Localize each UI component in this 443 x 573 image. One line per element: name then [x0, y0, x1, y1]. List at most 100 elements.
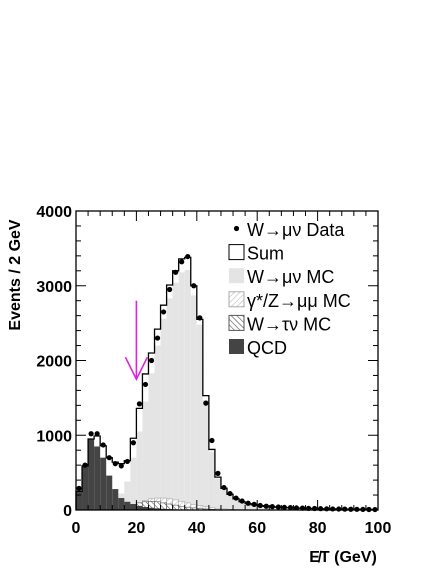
data-point — [287, 505, 294, 511]
data-point — [263, 503, 269, 509]
data-point — [354, 506, 360, 512]
y-tick-label: 3000 — [36, 279, 72, 296]
data-point — [142, 381, 149, 388]
data-point — [348, 506, 354, 512]
data-point — [342, 506, 348, 512]
qcd-bar — [94, 446, 101, 510]
data-point — [124, 458, 130, 465]
y-tick-label: 1000 — [36, 428, 72, 445]
data-point — [251, 501, 257, 507]
cut-arrow-head — [124, 356, 149, 381]
qcd-bar — [88, 438, 95, 510]
wmunu-mc-bar — [239, 502, 246, 510]
wmunu-mc-bar — [184, 270, 191, 510]
data-point — [245, 500, 251, 506]
y-tick-label: 4000 — [36, 204, 72, 221]
x-tick-label: 0 — [72, 520, 81, 537]
y-tick-label: 2000 — [36, 354, 72, 371]
data-point — [100, 442, 106, 448]
qcd-bar — [118, 498, 125, 510]
wmunu-mc-bar — [245, 504, 252, 510]
qcd-bar — [130, 504, 137, 510]
data-point — [233, 495, 239, 501]
x-tick-label: 80 — [309, 520, 327, 537]
legend-label: Sum — [247, 244, 284, 264]
data-point — [269, 504, 275, 510]
wtaunu-mc-bar — [172, 504, 179, 511]
data-point — [88, 431, 94, 437]
data-point — [197, 315, 203, 321]
data-point — [160, 309, 167, 315]
x-tick-label: 100 — [365, 520, 392, 537]
data-point — [203, 400, 209, 406]
wmunu-mc-bar — [136, 431, 143, 510]
qcd-bar — [82, 465, 89, 510]
data-point — [148, 357, 155, 364]
wmunu-mc-bar — [227, 495, 234, 510]
wmunu-mc-bar — [148, 373, 155, 510]
data-point — [227, 490, 233, 497]
qcd-bar — [76, 491, 83, 510]
legend-symbol — [228, 291, 245, 308]
legend-label: W→μν MC — [247, 267, 334, 287]
qcd-bar — [106, 475, 113, 510]
data-point — [191, 283, 197, 289]
data-point — [281, 504, 287, 510]
legend-symbol — [229, 339, 244, 354]
data-point — [293, 505, 300, 511]
qcd-bar — [136, 505, 143, 510]
qcd-bar — [124, 501, 131, 510]
wmunu-mc-bar — [251, 505, 258, 510]
wmunu-mc-bar — [190, 295, 197, 510]
data-point — [167, 286, 173, 293]
wmunu-mc-bar — [196, 324, 203, 510]
data-point — [94, 431, 100, 437]
x-axis-title: E̸T (GeV) — [309, 549, 377, 566]
wmunu-mc-bar — [233, 499, 240, 510]
data-point — [173, 269, 179, 275]
legend-symbol — [228, 314, 245, 331]
data-point — [275, 504, 281, 510]
qcd-bar — [142, 507, 149, 510]
axes — [75, 210, 379, 511]
data-point — [76, 485, 82, 491]
x-tick-label: 40 — [188, 520, 206, 537]
data-point — [257, 502, 263, 509]
wmunu-mc-bar — [124, 481, 131, 510]
wmunu-mc-bar — [130, 457, 137, 510]
wmunu-mc-bar — [214, 478, 221, 510]
data-point — [82, 462, 88, 468]
data-point — [239, 498, 245, 504]
wmunu-mc-bar — [166, 298, 173, 510]
wmunu-mc-bar — [160, 318, 167, 510]
data-point — [136, 401, 143, 407]
legend-label: QCD — [247, 338, 287, 358]
data-point — [130, 440, 136, 446]
legend-symbol — [233, 225, 240, 232]
data-point — [209, 437, 215, 444]
histogram-layers — [75, 256, 378, 511]
data-point — [215, 470, 221, 476]
legend-label: W→μν Data — [247, 220, 345, 240]
data-point — [112, 461, 118, 467]
x-tick-label: 60 — [248, 520, 266, 537]
qcd-bar — [112, 489, 119, 510]
wmunu-mc-bar — [172, 282, 179, 510]
data-point — [330, 506, 336, 512]
wmunu-mc-bar — [208, 451, 215, 510]
x-tick-label: 20 — [128, 520, 146, 537]
wmunu-mc-bar — [220, 489, 227, 510]
legend-symbol — [228, 244, 245, 261]
legend-symbol — [229, 268, 244, 284]
legend-label: W→τν MC — [247, 314, 331, 334]
qcd-bar — [148, 507, 155, 510]
data-points — [76, 253, 378, 513]
qcd-bar — [154, 508, 161, 510]
y-axis-title: Events / 2 GeV — [7, 219, 24, 330]
wmunu-mc-bar — [154, 345, 161, 510]
data-point — [154, 335, 161, 341]
wmunu-mc-bar — [202, 400, 209, 510]
data-point — [185, 253, 191, 260]
